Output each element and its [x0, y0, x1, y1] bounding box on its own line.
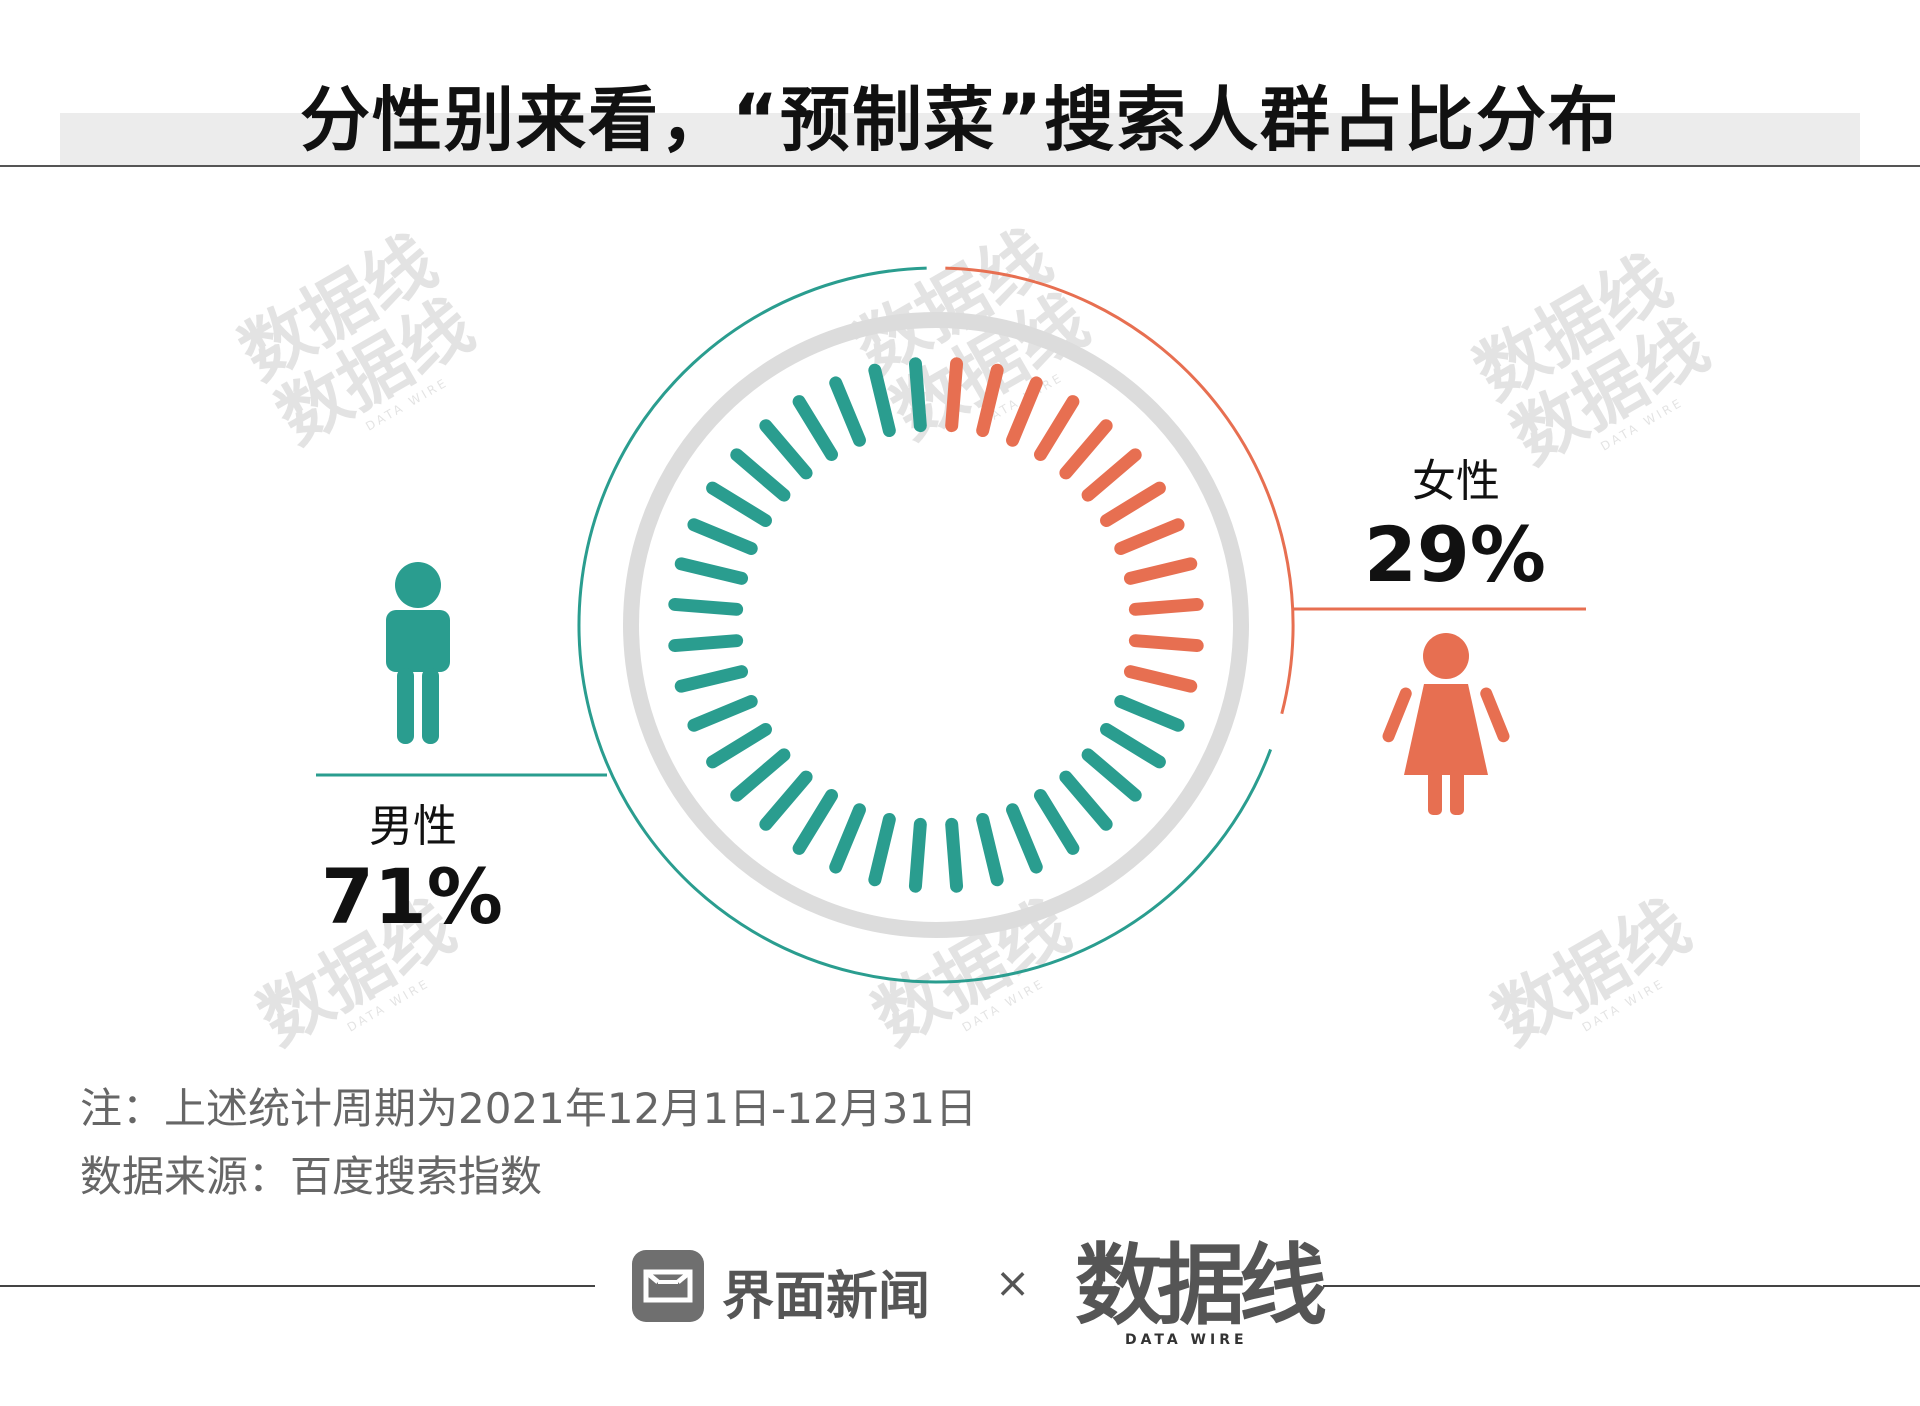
male-tick — [945, 817, 964, 893]
female-tick — [1081, 448, 1142, 502]
male-tick — [668, 634, 744, 653]
male-tick — [1114, 695, 1185, 732]
male-tick — [730, 448, 791, 502]
male-tick — [1006, 803, 1043, 874]
female-label: 女性 — [1381, 445, 1531, 509]
note-source: 数据来源：百度搜索指数 — [80, 1152, 543, 1201]
page-title: 分性别来看，“预制菜”搜索人群占比分布 — [299, 79, 1620, 161]
male-value: 71% — [287, 852, 537, 941]
male-tick — [759, 419, 813, 480]
datawire-logo-en: DATA WIRE — [1125, 1332, 1248, 1348]
female-tick — [1006, 376, 1043, 447]
female-tick — [1128, 634, 1204, 653]
male-tick — [1059, 770, 1113, 831]
inner-grey-ring — [623, 312, 1249, 938]
footer-rule-left — [0, 1285, 595, 1287]
jiemian-logo-text: 界面新闻 — [722, 1267, 931, 1327]
male-tick — [706, 722, 772, 769]
female-arc — [945, 266, 1295, 715]
female-tick — [1123, 665, 1198, 693]
male-person-icon — [386, 562, 450, 744]
male-tick — [730, 748, 791, 802]
male-tick — [668, 597, 744, 616]
male-tick — [976, 812, 1004, 887]
male-percent: 71% — [321, 852, 503, 941]
female-tick — [945, 357, 964, 433]
female-percent: 29% — [1364, 510, 1546, 599]
male-tick — [1033, 789, 1080, 855]
male-arc — [577, 266, 1273, 984]
female-tick — [976, 363, 1004, 438]
female-tick — [1059, 419, 1113, 480]
datawire-logo: 数据线 — [1075, 1234, 1327, 1337]
male-tick — [868, 812, 896, 887]
male-tick — [792, 789, 839, 855]
note-period: 注：上述统计周期为2021年12月1日-12月31日 — [80, 1084, 978, 1133]
male-tick — [1100, 722, 1166, 769]
female-value: 29% — [1330, 510, 1580, 599]
male-tick — [674, 665, 749, 693]
female-name: 女性 — [1412, 456, 1500, 507]
male-tick — [792, 395, 839, 461]
title-rule — [0, 165, 1920, 167]
male-tick — [1081, 748, 1142, 802]
male-tick — [687, 695, 758, 732]
title-band — [60, 113, 1860, 165]
times-sign: × — [995, 1258, 1031, 1307]
female-tick — [1100, 481, 1166, 528]
female-tick — [1114, 518, 1185, 555]
male-label: 男性 — [338, 790, 488, 854]
male-name: 男性 — [369, 801, 457, 852]
footer-rule-right — [1323, 1285, 1920, 1287]
male-tick — [759, 770, 813, 831]
jiemian-logo-icon — [632, 1250, 704, 1322]
female-tick — [1033, 395, 1080, 461]
female-person-icon — [1382, 633, 1510, 815]
female-tick — [1128, 597, 1204, 616]
male-tick — [687, 518, 758, 555]
male-tick — [706, 481, 772, 528]
male-tick — [829, 803, 866, 874]
female-tick — [1123, 557, 1198, 585]
male-tick — [829, 376, 866, 447]
male-tick — [908, 817, 927, 893]
male-tick — [868, 363, 896, 438]
male-tick — [674, 557, 749, 585]
male-tick — [908, 357, 927, 433]
